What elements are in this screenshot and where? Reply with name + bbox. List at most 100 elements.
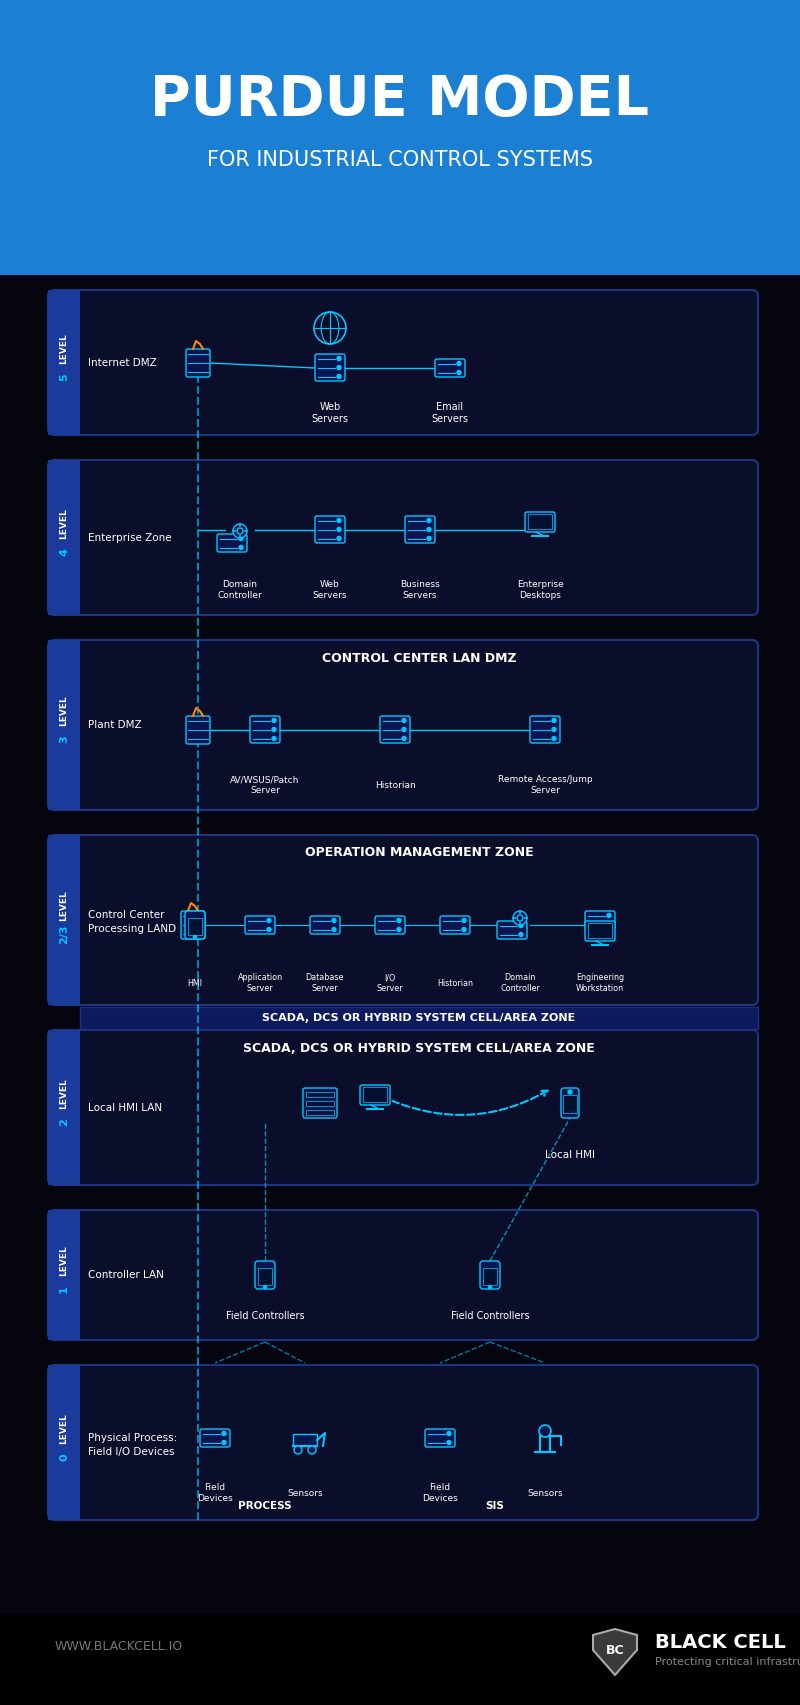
Text: LEVEL: LEVEL xyxy=(59,1246,69,1277)
FancyBboxPatch shape xyxy=(245,916,275,934)
FancyBboxPatch shape xyxy=(48,1211,758,1340)
Bar xyxy=(48,460,80,616)
Bar xyxy=(293,1434,317,1446)
Text: BC: BC xyxy=(606,1645,624,1657)
FancyBboxPatch shape xyxy=(315,355,345,380)
FancyBboxPatch shape xyxy=(186,350,210,377)
Bar xyxy=(528,513,552,529)
Circle shape xyxy=(337,356,341,360)
FancyBboxPatch shape xyxy=(380,716,410,743)
Bar xyxy=(306,1110,334,1115)
Bar xyxy=(563,1095,577,1113)
Circle shape xyxy=(337,375,341,379)
FancyBboxPatch shape xyxy=(360,1084,390,1105)
Text: CONTROL CENTER LAN DMZ: CONTROL CENTER LAN DMZ xyxy=(322,651,516,665)
Text: PROCESS: PROCESS xyxy=(238,1500,292,1511)
Circle shape xyxy=(427,537,431,540)
FancyBboxPatch shape xyxy=(497,921,527,939)
FancyBboxPatch shape xyxy=(561,1088,579,1118)
Bar xyxy=(48,290,80,435)
Bar xyxy=(306,1091,334,1096)
Circle shape xyxy=(272,737,276,740)
Circle shape xyxy=(462,919,466,922)
FancyBboxPatch shape xyxy=(255,1262,275,1289)
Circle shape xyxy=(239,537,243,540)
FancyBboxPatch shape xyxy=(48,460,758,616)
FancyBboxPatch shape xyxy=(310,916,340,934)
Text: Database
Server: Database Server xyxy=(306,974,344,992)
Circle shape xyxy=(332,928,336,931)
Circle shape xyxy=(607,914,611,917)
Text: LEVEL: LEVEL xyxy=(59,1413,69,1444)
Text: Historian: Historian xyxy=(374,781,415,789)
Circle shape xyxy=(457,370,461,375)
Circle shape xyxy=(568,1089,572,1095)
FancyBboxPatch shape xyxy=(181,910,205,939)
Text: Email
Servers: Email Servers xyxy=(431,402,469,425)
FancyBboxPatch shape xyxy=(530,716,560,743)
Circle shape xyxy=(552,737,556,740)
Bar xyxy=(188,917,202,934)
Circle shape xyxy=(539,1425,551,1437)
Text: 3: 3 xyxy=(59,735,69,743)
Circle shape xyxy=(294,1446,302,1454)
Text: HMI: HMI xyxy=(187,979,202,987)
Circle shape xyxy=(272,728,276,731)
Circle shape xyxy=(552,728,556,731)
Text: Local HMI LAN: Local HMI LAN xyxy=(88,1103,162,1113)
Text: OPERATION MANAGEMENT ZONE: OPERATION MANAGEMENT ZONE xyxy=(305,846,534,859)
Text: BLACK CELL: BLACK CELL xyxy=(655,1632,786,1652)
Bar xyxy=(48,1211,80,1340)
Circle shape xyxy=(194,936,197,938)
Circle shape xyxy=(447,1432,451,1436)
FancyBboxPatch shape xyxy=(48,1366,758,1519)
Text: Controller LAN: Controller LAN xyxy=(88,1270,164,1280)
Bar xyxy=(48,1366,80,1519)
Circle shape xyxy=(427,518,431,522)
FancyBboxPatch shape xyxy=(186,716,210,743)
Bar xyxy=(363,1088,387,1101)
Circle shape xyxy=(402,728,406,731)
Circle shape xyxy=(402,737,406,740)
FancyBboxPatch shape xyxy=(585,921,615,941)
FancyBboxPatch shape xyxy=(585,910,615,929)
Text: 5: 5 xyxy=(59,373,69,380)
Bar xyxy=(48,835,80,1004)
FancyBboxPatch shape xyxy=(250,716,280,743)
Text: Control Center: Control Center xyxy=(88,910,165,921)
Bar xyxy=(588,922,612,938)
Text: LEVEL: LEVEL xyxy=(59,1079,69,1110)
Circle shape xyxy=(607,922,611,926)
Circle shape xyxy=(263,1286,266,1289)
FancyBboxPatch shape xyxy=(375,916,405,934)
Text: Physical Process:: Physical Process: xyxy=(88,1432,178,1442)
Polygon shape xyxy=(593,1628,637,1674)
Bar xyxy=(0,275,800,1615)
Text: Processing LAND: Processing LAND xyxy=(88,924,176,934)
Text: WWW.BLACKCELL.IO: WWW.BLACKCELL.IO xyxy=(55,1640,183,1654)
Circle shape xyxy=(239,546,243,549)
Circle shape xyxy=(462,928,466,931)
Text: SCADA, DCS OR HYBRID SYSTEM CELL/AREA ZONE: SCADA, DCS OR HYBRID SYSTEM CELL/AREA ZO… xyxy=(243,1042,595,1054)
Text: 2: 2 xyxy=(59,1118,69,1125)
FancyBboxPatch shape xyxy=(425,1429,455,1448)
Circle shape xyxy=(233,523,247,539)
Text: Protecting critical infrastructures: Protecting critical infrastructures xyxy=(655,1657,800,1667)
Text: I/O
Server: I/O Server xyxy=(377,974,403,992)
Text: LEVEL: LEVEL xyxy=(59,890,69,921)
FancyBboxPatch shape xyxy=(440,916,470,934)
Text: Web
Servers: Web Servers xyxy=(311,402,349,425)
FancyBboxPatch shape xyxy=(48,835,758,1004)
Text: Local HMI: Local HMI xyxy=(545,1149,595,1159)
Text: Field I/O Devices: Field I/O Devices xyxy=(88,1448,174,1458)
Circle shape xyxy=(332,919,336,922)
Text: Enterprise Zone: Enterprise Zone xyxy=(88,534,172,542)
Bar xyxy=(0,0,800,275)
Bar xyxy=(80,1008,758,1030)
Circle shape xyxy=(267,928,271,931)
FancyBboxPatch shape xyxy=(480,1262,500,1289)
Circle shape xyxy=(519,933,523,936)
Text: PURDUE MODEL: PURDUE MODEL xyxy=(150,73,650,126)
Text: Remote Access/Jump
Server: Remote Access/Jump Server xyxy=(498,776,592,795)
Text: Field
Devices: Field Devices xyxy=(197,1483,233,1502)
